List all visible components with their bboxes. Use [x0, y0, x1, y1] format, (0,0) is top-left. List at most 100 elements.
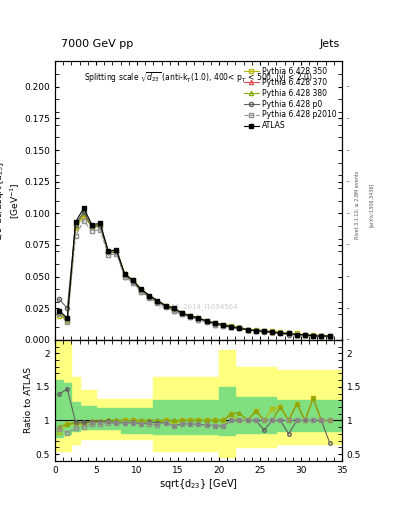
- Line: Pythia 6.428 380: Pythia 6.428 380: [57, 211, 332, 338]
- Pythia 6.428 p0: [155, 299, 160, 305]
- Line: Pythia 6.428 p2010: Pythia 6.428 p2010: [57, 219, 332, 338]
- Pythia 6.428 350: [122, 271, 127, 277]
- Pythia 6.428 370: [327, 333, 332, 339]
- Y-axis label: 1/$\sigma$ d$\sigma$/dsqrt{d$_{23}$}
[GeV$^{-1}$]: 1/$\sigma$ d$\sigma$/dsqrt{d$_{23}$} [Ge…: [0, 160, 22, 241]
- Text: ATLAS_2014_I1094564: ATLAS_2014_I1094564: [159, 303, 238, 310]
- Pythia 6.428 380: [155, 297, 160, 304]
- Y-axis label: Ratio to ATLAS: Ratio to ATLAS: [24, 367, 33, 433]
- Pythia 6.428 p2010: [155, 300, 160, 306]
- Pythia 6.428 p2010: [319, 333, 324, 339]
- Pythia 6.428 p0: [319, 333, 324, 339]
- ATLAS: [171, 305, 176, 311]
- Pythia 6.428 p0: [122, 273, 127, 280]
- ATLAS: [106, 248, 111, 254]
- Pythia 6.428 350: [262, 328, 266, 334]
- ATLAS: [139, 286, 143, 292]
- ATLAS: [147, 292, 152, 298]
- Pythia 6.428 350: [286, 330, 291, 336]
- ATLAS: [213, 321, 217, 327]
- Pythia 6.428 p0: [171, 308, 176, 314]
- ATLAS: [278, 330, 283, 336]
- Pythia 6.428 p2010: [221, 323, 226, 329]
- Pythia 6.428 p2010: [188, 314, 193, 320]
- Pythia 6.428 p0: [270, 329, 275, 335]
- Pythia 6.428 350: [221, 322, 226, 328]
- Pythia 6.428 380: [139, 286, 143, 292]
- Pythia 6.428 p0: [139, 289, 143, 295]
- Pythia 6.428 380: [114, 247, 119, 253]
- Pythia 6.428 380: [311, 332, 316, 338]
- Line: ATLAS: ATLAS: [57, 206, 332, 338]
- Pythia 6.428 370: [122, 271, 127, 277]
- ATLAS: [294, 332, 299, 338]
- Pythia 6.428 p0: [221, 323, 226, 329]
- ATLAS: [262, 328, 266, 334]
- Pythia 6.428 380: [213, 321, 217, 327]
- Pythia 6.428 p0: [204, 319, 209, 325]
- Pythia 6.428 370: [204, 318, 209, 324]
- Pythia 6.428 p0: [237, 325, 242, 331]
- Pythia 6.428 370: [106, 248, 111, 254]
- Pythia 6.428 350: [163, 303, 168, 309]
- Pythia 6.428 370: [171, 305, 176, 311]
- Pythia 6.428 370: [237, 324, 242, 330]
- Pythia 6.428 380: [98, 222, 103, 228]
- Pythia 6.428 p2010: [57, 311, 61, 317]
- ATLAS: [122, 271, 127, 277]
- Pythia 6.428 p0: [90, 224, 94, 230]
- ATLAS: [229, 324, 233, 330]
- Pythia 6.428 370: [311, 332, 316, 338]
- Pythia 6.428 p2010: [98, 227, 103, 233]
- Pythia 6.428 p0: [303, 332, 307, 338]
- Pythia 6.428 p2010: [171, 308, 176, 314]
- Pythia 6.428 380: [319, 333, 324, 339]
- Pythia 6.428 p0: [196, 316, 201, 323]
- Pythia 6.428 p2010: [90, 228, 94, 234]
- Pythia 6.428 350: [106, 249, 111, 255]
- Line: Pythia 6.428 p0: Pythia 6.428 p0: [57, 210, 332, 339]
- Pythia 6.428 p0: [65, 305, 70, 311]
- Pythia 6.428 380: [245, 327, 250, 333]
- Pythia 6.428 380: [147, 292, 152, 298]
- Pythia 6.428 p2010: [311, 333, 316, 339]
- Pythia 6.428 350: [188, 313, 193, 319]
- Pythia 6.428 350: [213, 321, 217, 327]
- Text: Rivet 3.1.10, ≥ 2.8M events: Rivet 3.1.10, ≥ 2.8M events: [355, 170, 360, 239]
- ATLAS: [114, 247, 119, 253]
- Pythia 6.428 370: [57, 310, 61, 316]
- Pythia 6.428 p2010: [81, 218, 86, 224]
- Pythia 6.428 350: [327, 333, 332, 339]
- ATLAS: [245, 327, 250, 333]
- Pythia 6.428 370: [319, 333, 324, 339]
- ATLAS: [163, 303, 168, 309]
- Pythia 6.428 350: [303, 332, 307, 338]
- Pythia 6.428 350: [147, 294, 152, 300]
- Pythia 6.428 380: [188, 313, 193, 319]
- Pythia 6.428 p2010: [286, 330, 291, 336]
- Pythia 6.428 p2010: [237, 325, 242, 331]
- Pythia 6.428 p2010: [213, 322, 217, 328]
- Pythia 6.428 p0: [81, 209, 86, 215]
- Pythia 6.428 p2010: [122, 273, 127, 280]
- Pythia 6.428 p2010: [245, 327, 250, 333]
- Pythia 6.428 p2010: [262, 328, 266, 334]
- Pythia 6.428 380: [270, 329, 275, 335]
- Pythia 6.428 370: [221, 322, 226, 328]
- ATLAS: [319, 333, 324, 339]
- ATLAS: [90, 222, 94, 228]
- Pythia 6.428 380: [180, 310, 184, 316]
- Pythia 6.428 p0: [213, 322, 217, 328]
- Pythia 6.428 350: [81, 212, 86, 219]
- Pythia 6.428 350: [278, 329, 283, 335]
- Pythia 6.428 p2010: [229, 324, 233, 330]
- Pythia 6.428 380: [327, 333, 332, 339]
- ATLAS: [98, 220, 103, 226]
- Pythia 6.428 p0: [229, 324, 233, 330]
- Pythia 6.428 380: [171, 305, 176, 311]
- Pythia 6.428 p0: [253, 328, 258, 334]
- Pythia 6.428 p0: [106, 249, 111, 255]
- ATLAS: [303, 332, 307, 338]
- Pythia 6.428 p0: [188, 314, 193, 320]
- Pythia 6.428 p0: [130, 279, 135, 285]
- Pythia 6.428 p2010: [139, 289, 143, 295]
